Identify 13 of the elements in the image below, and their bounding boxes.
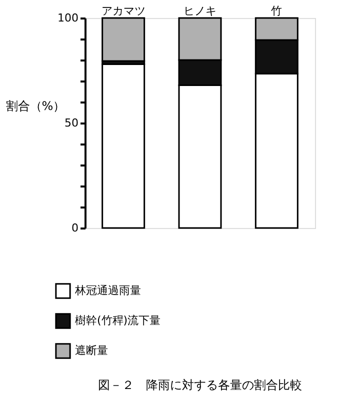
legend-label: 樹幹(竹稈)流下量	[75, 314, 161, 327]
bar	[102, 17, 146, 62]
x-tick-label: 竹	[271, 4, 282, 18]
y-tick-label: 50	[64, 116, 78, 130]
bar	[102, 63, 146, 229]
text: 図－２ 降雨に対する各量の割合比較	[98, 378, 302, 392]
x-tick-label: アカマツ	[101, 4, 146, 18]
x-tick-label: ヒノキ	[184, 4, 216, 18]
y-tick-label: 0	[72, 222, 78, 234]
legend-label: 林冠通過雨量	[74, 284, 141, 297]
legend-label: 遮断量	[75, 344, 108, 357]
y-tick-label: 100	[58, 12, 78, 24]
y-axis-title: 割合（%）	[6, 99, 66, 113]
